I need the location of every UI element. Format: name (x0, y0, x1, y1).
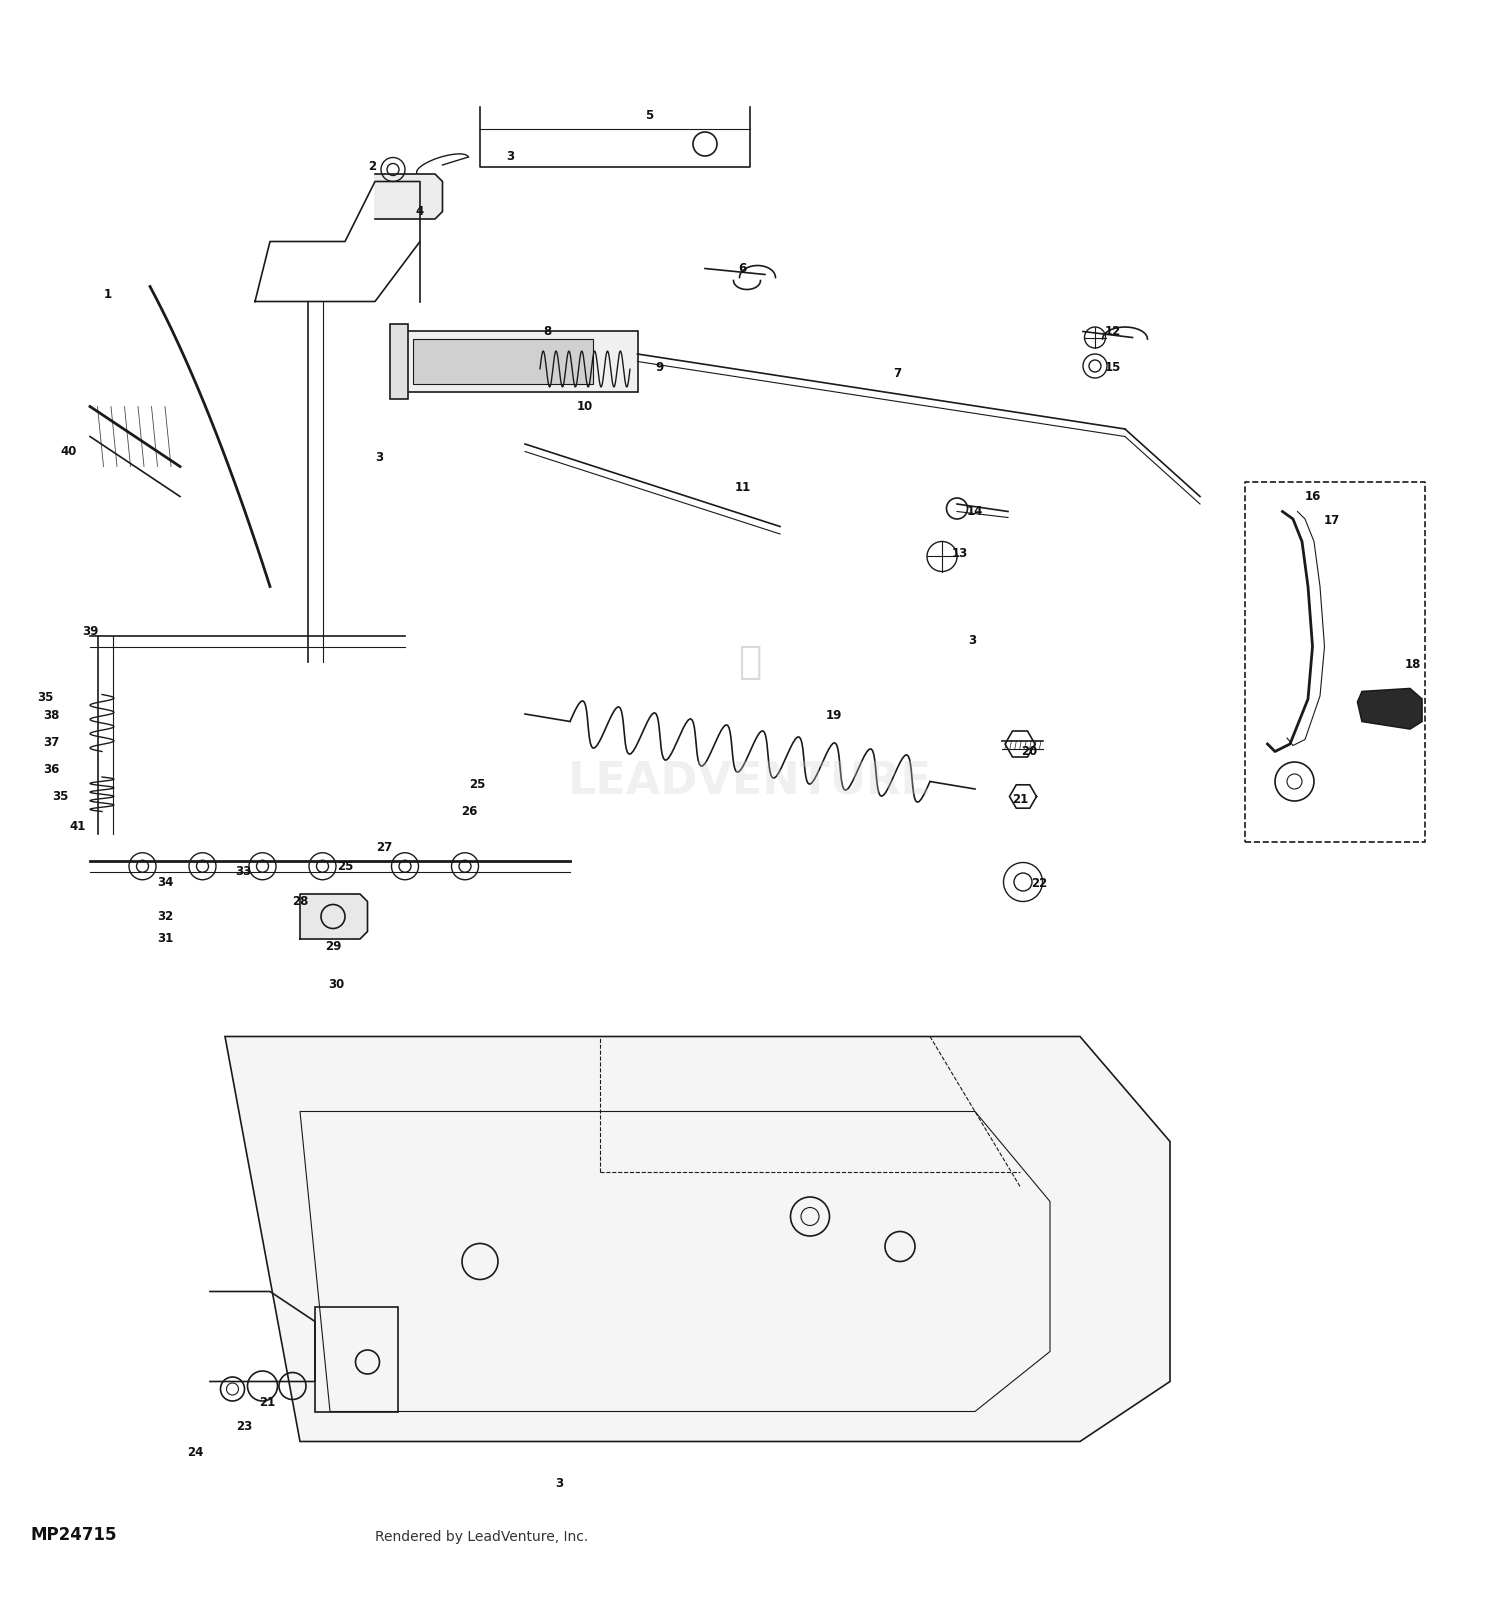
Text: 19: 19 (827, 709, 842, 722)
Text: MP24715: MP24715 (30, 1526, 117, 1543)
Text: 11: 11 (735, 480, 750, 493)
Text: 3: 3 (555, 1477, 564, 1490)
Text: 6: 6 (738, 261, 747, 274)
Text: 3: 3 (506, 149, 515, 162)
Text: 7: 7 (892, 367, 902, 380)
Text: 26: 26 (462, 805, 477, 818)
Text: 23: 23 (237, 1420, 252, 1433)
Text: 5: 5 (645, 109, 654, 122)
Text: 18: 18 (1406, 657, 1420, 670)
Text: 33: 33 (236, 865, 250, 878)
Text: 17: 17 (1324, 514, 1340, 527)
Text: 4: 4 (416, 204, 424, 217)
Text: 13: 13 (952, 547, 968, 560)
Text: 2: 2 (368, 161, 376, 174)
Text: 40: 40 (62, 445, 76, 458)
Text: 20: 20 (1022, 745, 1036, 758)
Text: 21: 21 (1013, 794, 1028, 807)
Polygon shape (1358, 688, 1422, 729)
Text: 8: 8 (543, 325, 552, 338)
Text: 36: 36 (44, 763, 58, 776)
Text: 1: 1 (104, 287, 112, 300)
Text: 12: 12 (1106, 325, 1120, 338)
Text: 9: 9 (656, 360, 664, 373)
Text: 10: 10 (578, 399, 592, 412)
Bar (413, 339, 592, 385)
Text: 15: 15 (1106, 360, 1120, 373)
Polygon shape (375, 174, 442, 219)
Bar (315, 1307, 398, 1412)
Text: 31: 31 (158, 933, 172, 946)
Text: 🔥: 🔥 (738, 643, 762, 680)
Text: 41: 41 (70, 820, 86, 833)
Text: 35: 35 (38, 691, 52, 704)
Text: 3: 3 (968, 635, 976, 648)
Text: 39: 39 (82, 625, 98, 638)
Text: 28: 28 (292, 894, 308, 907)
Bar (390, 325, 408, 399)
Text: 14: 14 (968, 505, 982, 518)
Polygon shape (225, 1037, 1170, 1441)
Text: 35: 35 (53, 790, 68, 803)
Polygon shape (300, 894, 368, 940)
Text: 27: 27 (376, 841, 392, 854)
Text: 22: 22 (1032, 876, 1047, 889)
Text: 32: 32 (158, 911, 172, 923)
Bar (398, 331, 638, 391)
Text: LEADVENTURE: LEADVENTURE (568, 760, 932, 803)
Text: 34: 34 (158, 875, 172, 888)
Text: 30: 30 (328, 977, 344, 990)
Text: 24: 24 (188, 1446, 202, 1459)
Text: 38: 38 (44, 709, 58, 722)
Text: 29: 29 (326, 940, 340, 953)
Text: 16: 16 (1305, 490, 1320, 503)
Text: Rendered by LeadVenture, Inc.: Rendered by LeadVenture, Inc. (375, 1529, 588, 1543)
Text: 21: 21 (260, 1396, 274, 1409)
Text: 25: 25 (338, 860, 352, 873)
Text: 37: 37 (44, 735, 58, 748)
Text: 25: 25 (470, 777, 484, 790)
Text: 3: 3 (375, 451, 384, 464)
